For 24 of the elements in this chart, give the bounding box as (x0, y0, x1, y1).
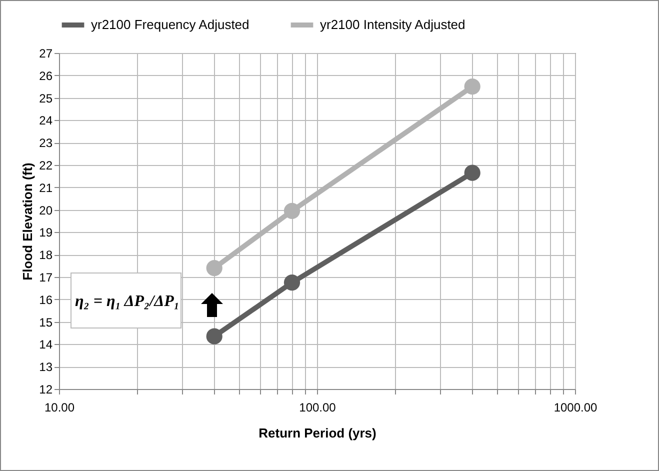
y-tick-label: 18 (39, 248, 53, 262)
y-tick-label: 24 (39, 114, 53, 128)
x-tick-label: 10.00 (44, 400, 75, 414)
y-axis-title: Flood Elevation (ft) (20, 162, 36, 280)
y-tick-label: 27 (39, 46, 53, 60)
y-tick-label: 26 (39, 68, 53, 83)
legend-label: yr2100 Frequency Adjusted (91, 17, 250, 32)
y-tick-label: 19 (39, 226, 53, 240)
y-tick-label: 23 (39, 136, 53, 150)
y-tick-label: 22 (39, 158, 53, 172)
y-tick-label: 17 (39, 270, 53, 284)
x-tick-label: 100.00 (299, 400, 336, 414)
x-tick-label: 1000.00 (554, 400, 598, 414)
y-tick-label: 12 (39, 382, 53, 396)
x-axis-title: Return Period (yrs) (258, 426, 376, 440)
y-tick-label: 21 (39, 180, 53, 195)
annotation: η₂ = η₁ ΔP₂/ΔP₁ (75, 293, 180, 310)
y-tick-label: 14 (39, 338, 53, 352)
y-tick-label: 15 (39, 315, 53, 330)
y-tick-label: 20 (39, 203, 53, 218)
y-tick-label: 13 (39, 360, 53, 374)
legend-label: yr2100 Intensity Adjusted (320, 17, 466, 32)
y-tick-label: 25 (39, 91, 53, 106)
y-tick-label: 16 (39, 292, 53, 307)
